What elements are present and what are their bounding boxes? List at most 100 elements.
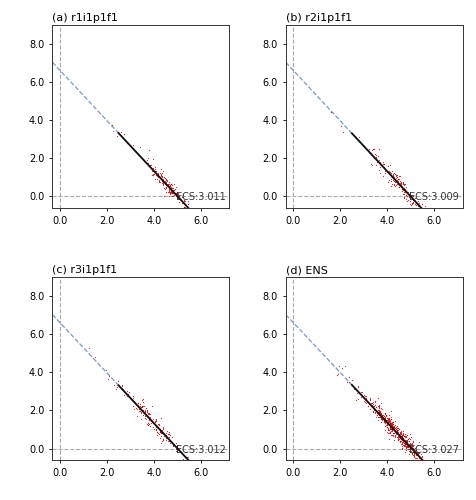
Point <box>156 434 163 442</box>
Point <box>152 415 160 423</box>
Point <box>387 420 394 428</box>
Point <box>385 419 393 427</box>
Point <box>367 151 375 159</box>
Point <box>404 442 411 450</box>
Point <box>399 182 407 190</box>
Point <box>385 168 393 176</box>
Point <box>384 416 392 424</box>
Point <box>424 464 431 472</box>
Point <box>162 430 169 438</box>
Point <box>168 184 175 192</box>
Point <box>167 180 175 188</box>
Point <box>388 432 396 440</box>
Point <box>386 424 393 432</box>
Point <box>386 424 393 432</box>
Point <box>159 424 167 432</box>
Point <box>155 176 163 184</box>
Point <box>403 197 410 205</box>
Point <box>145 420 152 428</box>
Point <box>377 416 385 424</box>
Point <box>398 441 406 449</box>
Point <box>174 193 182 201</box>
Point <box>157 439 165 447</box>
Point <box>429 472 436 480</box>
Point <box>398 430 406 438</box>
Point <box>403 438 410 446</box>
Point <box>382 414 390 422</box>
Point <box>374 406 382 414</box>
Point <box>170 180 178 188</box>
Point <box>371 151 379 159</box>
Point <box>180 202 188 210</box>
Point <box>407 450 415 458</box>
Point <box>390 431 397 439</box>
Point <box>386 161 394 169</box>
Point <box>388 422 396 430</box>
Point <box>394 179 401 187</box>
Point <box>407 200 415 208</box>
Point <box>367 149 375 157</box>
Point <box>377 399 385 407</box>
Point <box>139 402 147 410</box>
Point <box>393 180 401 188</box>
Point <box>393 424 401 432</box>
Point <box>151 166 159 173</box>
Point <box>161 176 169 184</box>
Point <box>376 168 383 176</box>
Point <box>153 420 161 428</box>
Point <box>378 412 386 420</box>
Point <box>158 179 165 187</box>
Point <box>409 450 416 458</box>
Point <box>151 175 159 183</box>
Point <box>156 428 164 436</box>
Point <box>377 410 385 418</box>
Point <box>158 429 166 437</box>
Point <box>402 438 409 446</box>
Point <box>394 428 401 436</box>
Point <box>386 182 394 190</box>
Point <box>173 442 180 450</box>
Point <box>398 437 406 445</box>
Point <box>176 195 184 203</box>
Point <box>332 371 340 379</box>
Point <box>166 189 174 197</box>
Point <box>371 403 379 411</box>
Point <box>401 438 409 446</box>
Point <box>377 162 385 170</box>
Point <box>399 432 407 440</box>
Point <box>386 426 393 434</box>
Point <box>388 430 396 438</box>
Point <box>403 442 411 450</box>
Point <box>371 150 378 158</box>
Point <box>413 202 420 210</box>
Point <box>394 433 402 441</box>
Point <box>391 423 399 431</box>
Point <box>162 436 170 444</box>
Point <box>144 159 151 167</box>
Point <box>169 192 177 200</box>
Point <box>357 394 364 402</box>
Point <box>390 174 397 182</box>
Point <box>382 417 389 425</box>
Point <box>151 166 159 174</box>
Point <box>382 420 390 428</box>
Point <box>165 186 172 194</box>
Point <box>387 418 395 426</box>
Point <box>156 178 164 186</box>
Point <box>375 406 383 414</box>
Point <box>401 436 409 444</box>
Point <box>138 402 146 410</box>
Point <box>386 419 394 427</box>
Point <box>161 183 169 191</box>
Point <box>172 444 179 452</box>
Point <box>153 428 160 436</box>
Point <box>383 426 390 434</box>
Point <box>374 394 381 402</box>
Point <box>144 420 151 428</box>
Point <box>426 467 434 475</box>
Point <box>157 428 165 436</box>
Point <box>392 427 399 435</box>
Point <box>402 443 410 451</box>
Point <box>371 412 379 420</box>
Point <box>406 202 414 209</box>
